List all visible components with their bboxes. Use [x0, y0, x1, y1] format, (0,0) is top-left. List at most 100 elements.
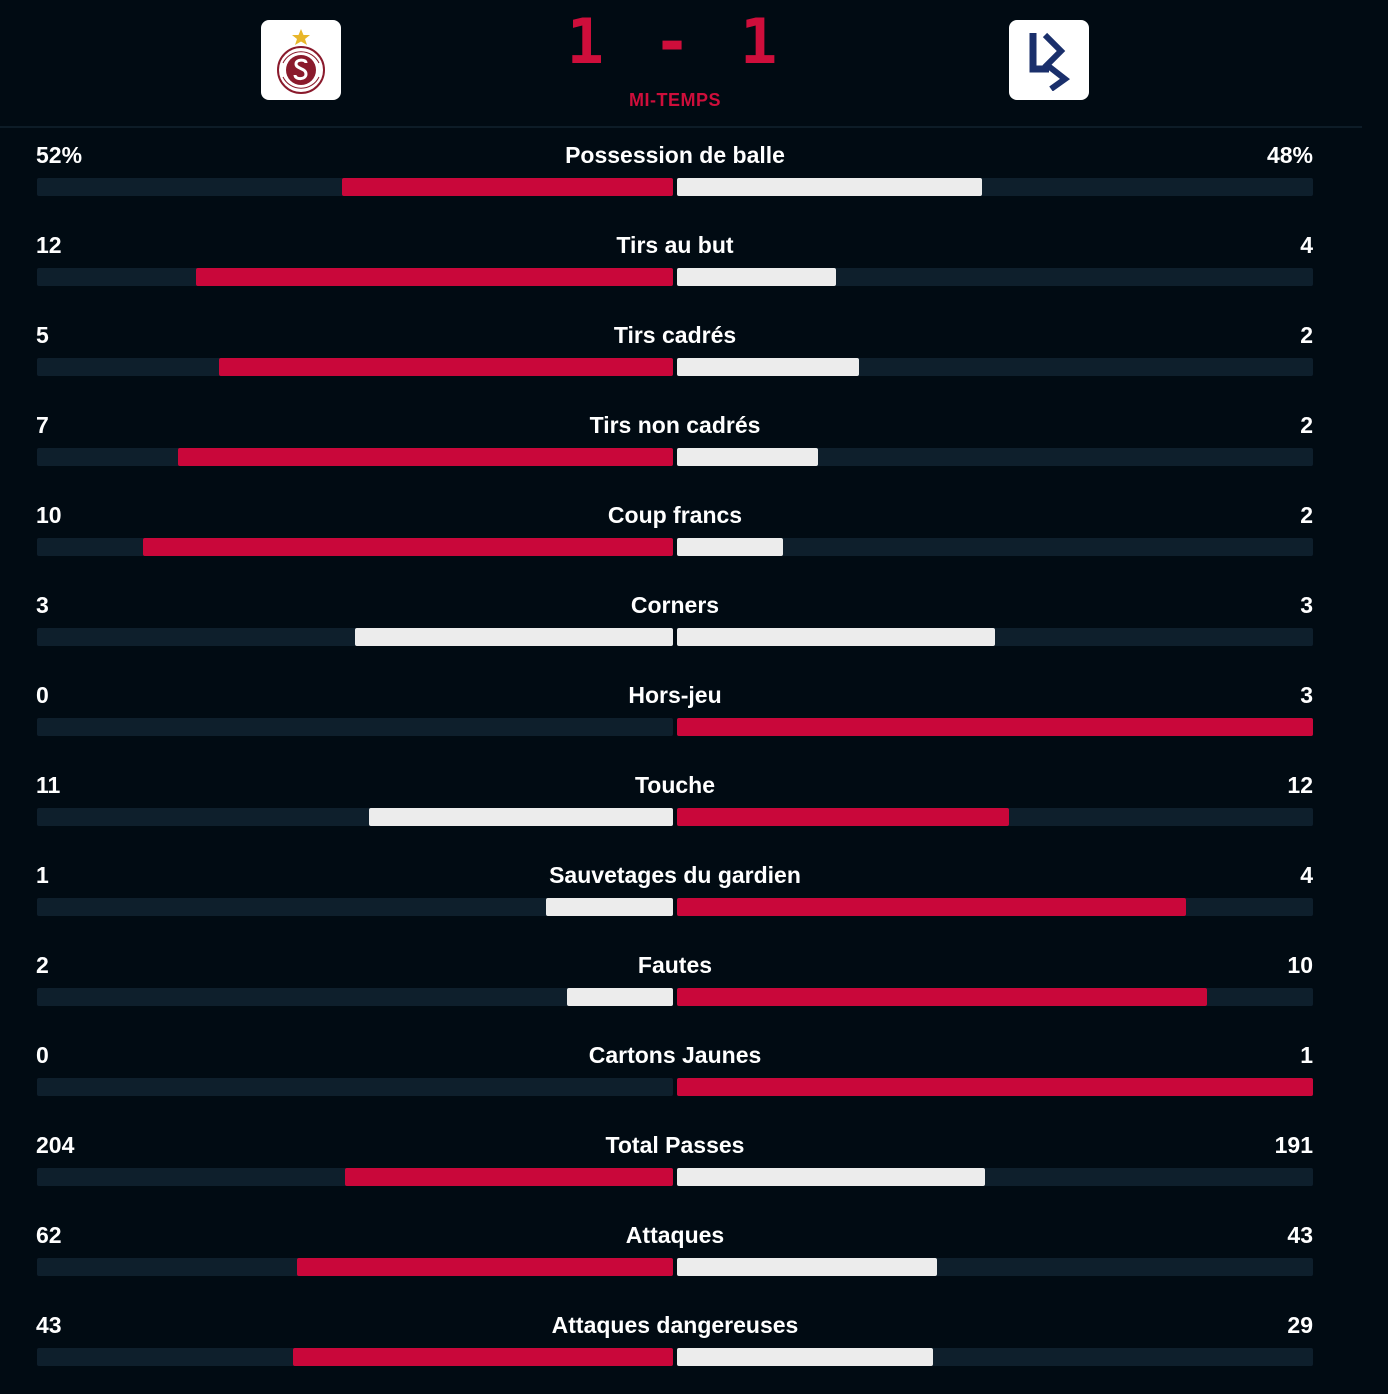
- stat-row: 0 Hors-jeu 3: [0, 668, 1388, 758]
- home-bar-track: [37, 1348, 673, 1366]
- away-bar-track: [677, 718, 1313, 736]
- away-bar-fill: [677, 358, 859, 376]
- stat-home-value: 7: [36, 412, 49, 438]
- home-bar-fill: [355, 628, 673, 646]
- stat-label: Cartons Jaunes: [588, 1042, 762, 1068]
- home-bar-fill: [143, 538, 673, 556]
- lausanne-sport-crest-icon: [1029, 32, 1071, 91]
- stat-home-value: 1: [36, 862, 49, 888]
- stat-away-value: 1: [1300, 1042, 1313, 1068]
- home-bar-track: [37, 898, 673, 916]
- stat-away-value: 43: [1287, 1222, 1313, 1248]
- away-bar-fill: [677, 538, 783, 556]
- stat-label: Total Passes: [605, 1132, 745, 1158]
- stat-label: Tirs non cadrés: [589, 412, 761, 438]
- stat-row: 204 Total Passes 191: [0, 1118, 1388, 1208]
- home-bar-fill: [293, 1348, 673, 1366]
- stat-label: Corners: [630, 592, 720, 618]
- home-bar-track: [37, 628, 673, 646]
- away-bar-fill: [677, 898, 1186, 916]
- home-bar-track: [37, 718, 673, 736]
- away-bar-fill: [677, 1348, 934, 1366]
- stat-label: Touche: [634, 772, 716, 798]
- stat-row: 12 Tirs au but 4: [0, 218, 1388, 308]
- stat-row: 3 Corners 3: [0, 578, 1388, 668]
- stat-row: 10 Coup francs 2: [0, 488, 1388, 578]
- away-bar-fill: [677, 628, 995, 646]
- stat-label: Attaques: [625, 1222, 725, 1248]
- stat-label: Attaques dangereuses: [551, 1312, 799, 1338]
- home-bar-track: [37, 538, 673, 556]
- home-bar-fill: [178, 448, 673, 466]
- home-bar-track: [37, 1078, 673, 1096]
- stat-home-value: 204: [36, 1132, 75, 1158]
- stat-row: 43 Attaques dangereuses 29: [0, 1298, 1388, 1388]
- stat-label: Coup francs: [607, 502, 743, 528]
- stat-label: Fautes: [637, 952, 713, 978]
- home-bar-fill: [218, 358, 673, 376]
- stat-away-value: 4: [1300, 232, 1313, 258]
- stat-home-value: 0: [36, 682, 49, 708]
- stat-home-value: 3: [36, 592, 49, 618]
- stat-home-value: 5: [36, 322, 49, 348]
- stat-away-value: 29: [1287, 1312, 1313, 1338]
- home-bar-fill: [344, 1168, 673, 1186]
- stat-home-value: 62: [36, 1222, 62, 1248]
- home-bar-track: [37, 448, 673, 466]
- home-bar-fill: [196, 268, 673, 286]
- stat-home-value: 2: [36, 952, 49, 978]
- home-bar-fill: [567, 988, 673, 1006]
- away-bar-track: [677, 1258, 1313, 1276]
- away-bar-track: [677, 988, 1313, 1006]
- stat-row: 5 Tirs cadrés 2: [0, 308, 1388, 398]
- stat-row: 62 Attaques 43: [0, 1208, 1388, 1298]
- away-bar-track: [677, 448, 1313, 466]
- stat-label: Sauvetages du gardien: [549, 862, 801, 888]
- away-bar-track: [677, 1348, 1313, 1366]
- stat-away-value: 3: [1300, 682, 1313, 708]
- home-bar-fill: [545, 898, 673, 916]
- home-bar-track: [37, 988, 673, 1006]
- away-bar-fill: [677, 1078, 1313, 1096]
- home-bar-track: [37, 268, 673, 286]
- stat-away-value: 48%: [1266, 142, 1313, 168]
- away-bar-track: [677, 538, 1313, 556]
- away-bar-fill: [677, 1168, 985, 1186]
- home-bar-fill: [368, 808, 673, 826]
- stat-row: 7 Tirs non cadrés 2: [0, 398, 1388, 488]
- home-bar-track: [37, 178, 673, 196]
- match-period: MI-TEMPS: [629, 90, 721, 110]
- home-bar-fill: [342, 178, 673, 196]
- away-bar-fill: [677, 178, 983, 196]
- away-bar-track: [677, 268, 1313, 286]
- away-bar-fill: [677, 268, 836, 286]
- stat-home-value: 52%: [36, 142, 83, 168]
- home-bar-track: [37, 358, 673, 376]
- stat-label: Hors-jeu: [628, 682, 722, 708]
- home-team-logo[interactable]: [261, 20, 341, 100]
- stat-away-value: 10: [1287, 952, 1313, 978]
- stat-away-value: 12: [1287, 772, 1313, 798]
- away-team-logo[interactable]: [1009, 20, 1089, 100]
- away-bar-track: [677, 808, 1313, 826]
- stat-away-value: 2: [1300, 502, 1313, 528]
- match-header: 1 - 1 MI-TEMPS: [0, 0, 1362, 128]
- stat-row: 52% Possession de balle 48%: [0, 128, 1388, 218]
- stat-away-value: 191: [1274, 1132, 1313, 1158]
- away-bar-track: [677, 358, 1313, 376]
- away-bar-fill: [677, 448, 819, 466]
- stat-away-value: 2: [1300, 322, 1313, 348]
- home-bar-track: [37, 1168, 673, 1186]
- away-bar-track: [677, 1078, 1313, 1096]
- away-bar-track: [677, 1168, 1313, 1186]
- stat-home-value: 0: [36, 1042, 49, 1068]
- stat-label: Tirs cadrés: [613, 322, 737, 348]
- stat-row: 1 Sauvetages du gardien 4: [0, 848, 1388, 938]
- stat-home-value: 12: [36, 232, 62, 258]
- away-bar-fill: [677, 808, 1009, 826]
- away-bar-fill: [677, 988, 1207, 1006]
- away-bar-track: [677, 898, 1313, 916]
- stat-row: 11 Touche 12: [0, 758, 1388, 848]
- home-bar-fill: [297, 1258, 673, 1276]
- home-bar-track: [37, 808, 673, 826]
